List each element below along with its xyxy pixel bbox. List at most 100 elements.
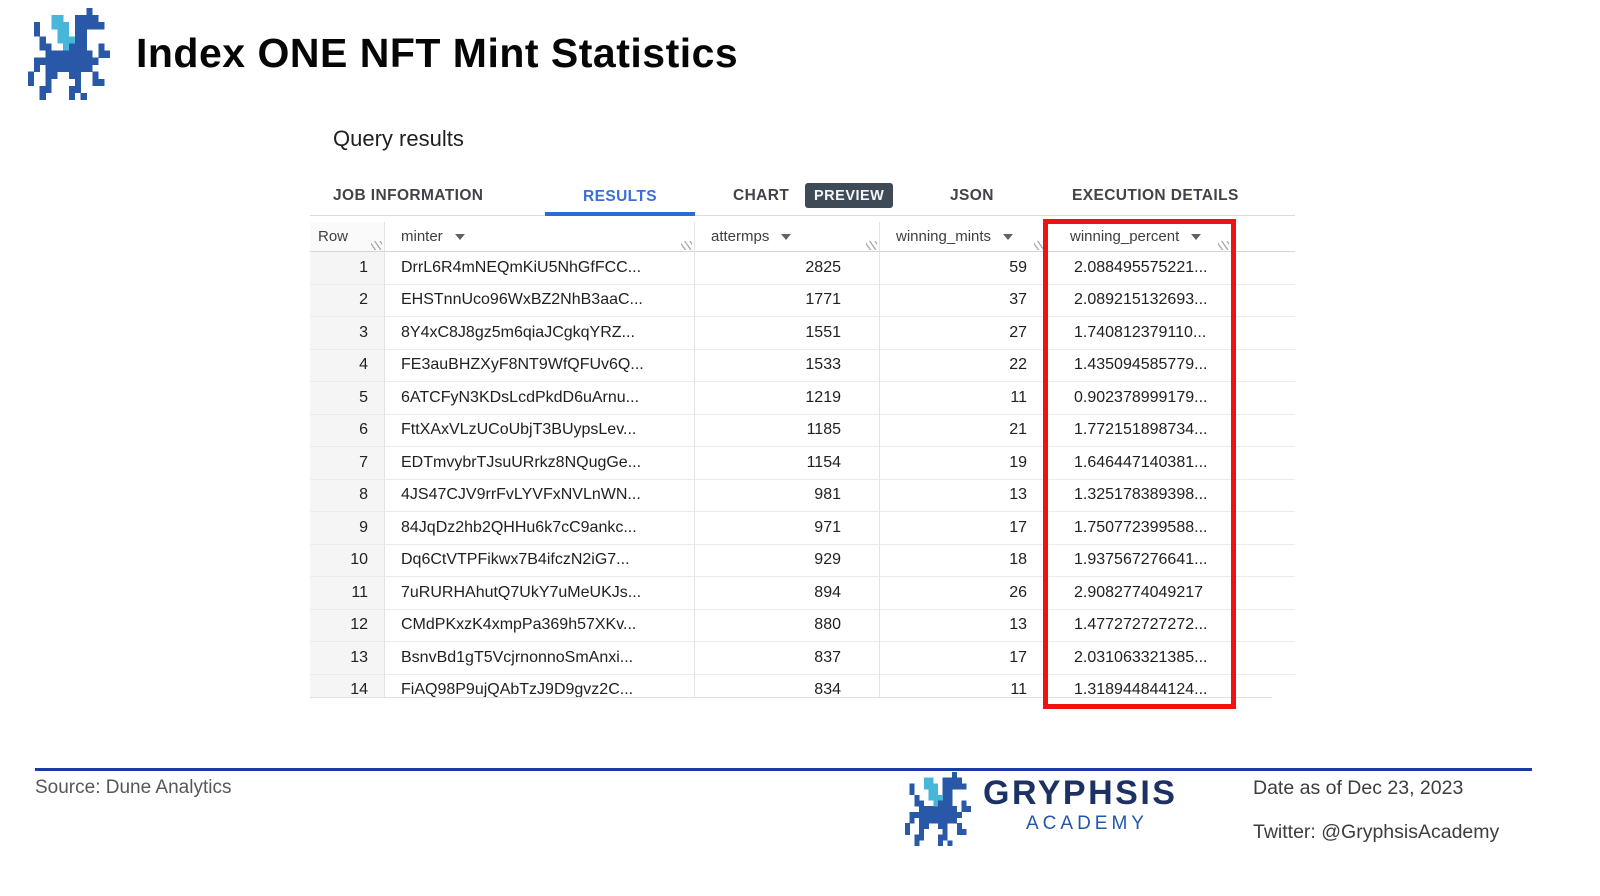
cell-minter: EDTmvybrTJsuURrkz8NQugGe... xyxy=(385,447,695,480)
column-header-label: minter xyxy=(401,228,443,245)
cell-attermps: 929 xyxy=(695,544,880,577)
row-filler xyxy=(1232,642,1295,675)
sort-arrow-icon[interactable] xyxy=(454,233,465,240)
column-header-minter[interactable]: minter xyxy=(385,222,695,252)
cell-minter: 4JS47CJV9rrFvLYVFxNVLnWN... xyxy=(385,479,695,512)
column-header-label: winning_percent xyxy=(1070,228,1180,245)
cell-attermps: 1154 xyxy=(695,447,880,480)
tab-execution-details[interactable]: EXECUTION DETAILS xyxy=(1072,187,1239,204)
cell-minter: 7uRURHAhutQ7UkY7uMeUKJs... xyxy=(385,577,695,610)
tab-results[interactable]: RESULTS xyxy=(545,184,695,216)
sort-arrow-icon[interactable] xyxy=(1003,233,1014,240)
cell-row-index: 5 xyxy=(310,382,385,415)
cell-row-index: 8 xyxy=(310,479,385,512)
column-header-winning-mints[interactable]: winning_mints xyxy=(880,222,1048,252)
cell-attermps: 1533 xyxy=(695,349,880,382)
cell-attermps: 837 xyxy=(695,642,880,675)
table-row: 12 CMdPKxzK4xmpPa369h57XKv... 880 13 1.47727… xyxy=(310,609,1295,642)
cell-attermps: 971 xyxy=(695,512,880,545)
cell-minter: CMdPKxzK4xmpPa369h57XKv... xyxy=(385,609,695,642)
cell-row-index: 10 xyxy=(310,544,385,577)
cell-winning-percent: 1.435094585779... xyxy=(1048,349,1232,382)
table-header-row: Row minter attermps winning_mints winning_pe… xyxy=(310,222,1295,252)
row-filler xyxy=(1232,350,1295,382)
cell-winning-mints: 26 xyxy=(880,577,1048,610)
header-filler xyxy=(1232,222,1295,252)
row-filler xyxy=(1232,447,1295,480)
table-row: 13 BsnvBd1gT5VcjrnonnoSmAnxi... 837 17 2.031… xyxy=(310,642,1295,675)
cell-minter: 6ATCFyN3KDsLcdPkdD6uArnu... xyxy=(385,382,695,415)
sort-arrow-icon[interactable] xyxy=(781,233,792,240)
row-filler xyxy=(1232,675,1295,698)
table-row: 10 Dq6CtVTPFikwx7B4ifczN2iG7... 929 18 1.937… xyxy=(310,544,1295,577)
column-header-row-index[interactable]: Row xyxy=(310,222,385,252)
gryphsis-dragon-logo xyxy=(905,772,971,846)
column-header-label: winning_mints xyxy=(896,228,992,245)
brand-name: GRYPHSIS xyxy=(983,774,1178,812)
cell-winning-percent: 2.088495575221... xyxy=(1048,252,1232,285)
date-label: Date as of Dec 23, 2023 xyxy=(1253,777,1464,799)
cell-winning-percent: 1.772151898734... xyxy=(1048,414,1232,447)
table-row: 9 84JqDz2hb2QHHu6k7cC9ankc... 971 17 1.75077… xyxy=(310,512,1295,545)
tab-results-label: RESULTS xyxy=(583,188,657,205)
cell-winning-percent: 2.031063321385... xyxy=(1048,642,1232,675)
column-resize-handle[interactable] xyxy=(866,241,877,250)
column-header-attermps[interactable]: attermps xyxy=(695,222,880,252)
cell-row-index: 13 xyxy=(310,642,385,675)
preview-badge[interactable]: PREVIEW xyxy=(805,183,894,208)
cell-minter: FttXAxVLzUCoUbjT3BUypsLev... xyxy=(385,414,695,447)
cell-winning-percent: 1.750772399588... xyxy=(1048,512,1232,545)
cell-row-index: 14 xyxy=(310,674,385,697)
column-header-label: Row xyxy=(318,228,349,245)
column-header-label: attermps xyxy=(711,228,770,245)
row-filler xyxy=(1232,512,1295,545)
tab-chart[interactable]: CHART xyxy=(733,187,790,204)
cell-winning-percent: 1.477272727272... xyxy=(1048,609,1232,642)
cell-minter: FE3auBHZXyF8NT9WfQFUv6Q... xyxy=(385,349,695,382)
table-row: 3 8Y4xC8J8gz5m6qiaJCgkqYRZ... 1551 27 1.7408… xyxy=(310,317,1295,350)
source-label: Source: Dune Analytics xyxy=(35,777,232,798)
results-table: Row minter attermps winning_mints winning_pe… xyxy=(310,222,1295,697)
tab-job-information[interactable]: JOB INFORMATION xyxy=(333,187,484,204)
cell-row-index: 3 xyxy=(310,317,385,350)
table-row: 5 6ATCFyN3KDsLcdPkdD6uArnu... 1219 11 0.9023… xyxy=(310,382,1295,415)
row-filler xyxy=(1232,285,1295,317)
cell-minter: EHSTnnUco96WxBZ2NhB3aaC... xyxy=(385,284,695,317)
table-row: 11 7uRURHAhutQ7UkY7uMeUKJs... 894 26 2.90827… xyxy=(310,577,1295,610)
row-filler xyxy=(1232,415,1295,447)
table-row: 6 FttXAxVLzUCoUbjT3BUypsLev... 1185 21 1.772… xyxy=(310,414,1295,447)
cell-attermps: 1219 xyxy=(695,382,880,415)
cell-row-index: 2 xyxy=(310,284,385,317)
gryphsis-dragon-logo xyxy=(28,8,110,100)
column-resize-handle[interactable] xyxy=(371,241,382,250)
column-header-winning-percent[interactable]: winning_percent xyxy=(1048,222,1232,252)
cell-winning-mints: 18 xyxy=(880,544,1048,577)
cell-row-index: 4 xyxy=(310,349,385,382)
row-filler xyxy=(1232,610,1295,642)
table-row: 1 DrrL6R4mNEQmKiU5NhGfFCC... 2825 59 2.08849… xyxy=(310,252,1295,285)
cell-winning-mints: 17 xyxy=(880,512,1048,545)
cell-attermps: 2825 xyxy=(695,252,880,285)
cell-winning-mints: 11 xyxy=(880,674,1048,697)
table-row: 8 4JS47CJV9rrFvLYVFxNVLnWN... 981 13 1.32517… xyxy=(310,479,1295,512)
cell-winning-mints: 13 xyxy=(880,609,1048,642)
cell-winning-percent: 1.646447140381... xyxy=(1048,447,1232,480)
column-resize-handle[interactable] xyxy=(1034,241,1045,250)
cell-minter: 84JqDz2hb2QHHu6k7cC9ankc... xyxy=(385,512,695,545)
sort-arrow-icon[interactable] xyxy=(1191,233,1202,240)
tab-json[interactable]: JSON xyxy=(950,187,994,204)
cell-row-index: 9 xyxy=(310,512,385,545)
column-resize-handle[interactable] xyxy=(681,241,692,250)
cell-minter: FiAQ98P9ujQAbTzJ9D9gvz2C... xyxy=(385,674,695,697)
cell-row-index: 12 xyxy=(310,609,385,642)
cell-minter: DrrL6R4mNEQmKiU5NhGfFCC... xyxy=(385,252,695,285)
table-row: 14 FiAQ98P9ujQAbTzJ9D9gvz2C... 834 11 1.3189… xyxy=(310,674,1295,698)
row-filler xyxy=(1232,545,1295,577)
cell-attermps: 834 xyxy=(695,674,880,697)
cell-winning-percent: 1.318944844124... xyxy=(1048,674,1232,697)
cell-attermps: 880 xyxy=(695,609,880,642)
cell-row-index: 6 xyxy=(310,414,385,447)
cell-winning-mints: 59 xyxy=(880,252,1048,285)
cell-winning-percent: 1.325178389398... xyxy=(1048,479,1232,512)
column-resize-handle[interactable] xyxy=(1218,241,1229,250)
